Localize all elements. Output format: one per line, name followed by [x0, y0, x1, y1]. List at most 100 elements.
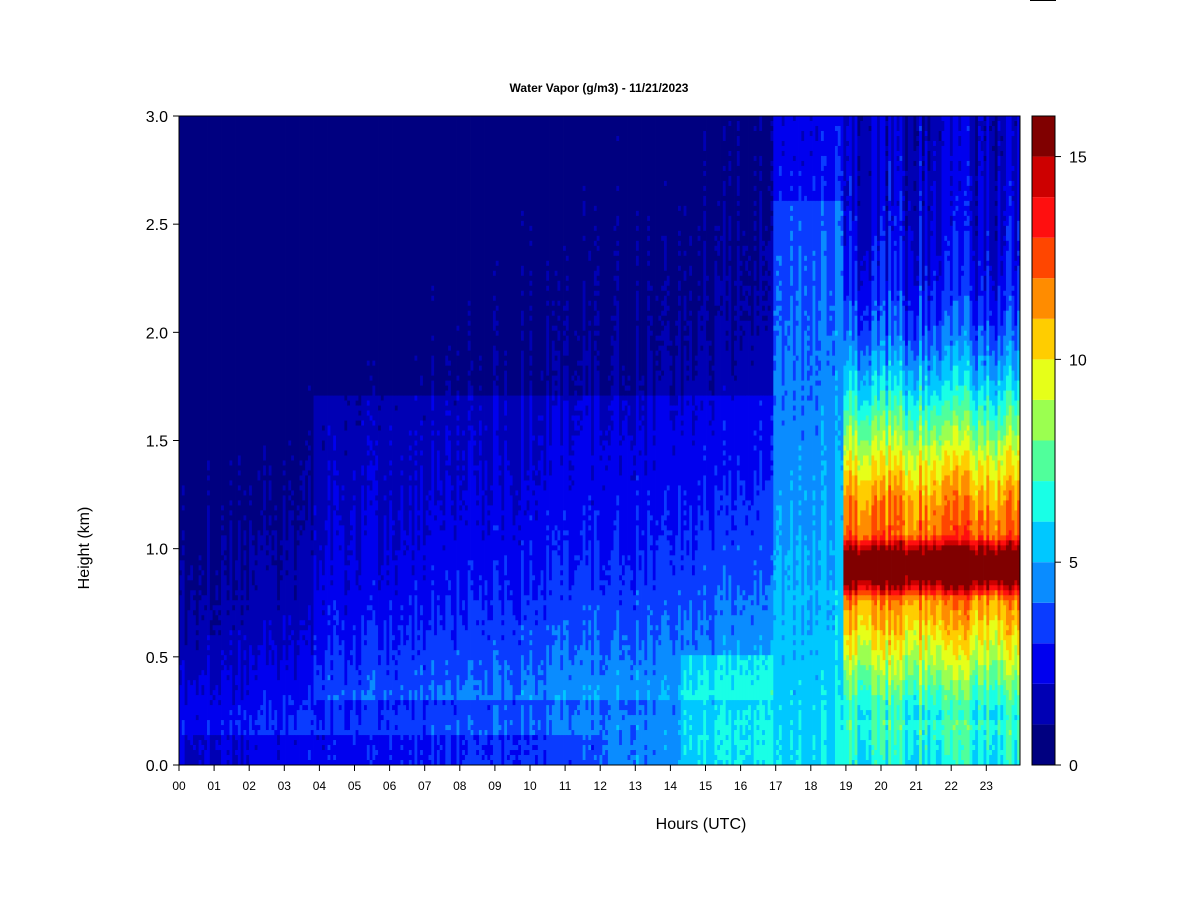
heatmap-cell: [663, 605, 668, 611]
heatmap-cell: [380, 700, 385, 711]
heatmap-cell: [820, 200, 825, 217]
heatmap-cell: [871, 665, 875, 696]
heatmap-cell: [498, 485, 502, 586]
heatmap-cell: [495, 565, 499, 571]
heatmap-cell: [801, 645, 805, 656]
heatmap-cell: [613, 295, 617, 307]
heatmap-cell: [406, 700, 410, 711]
heatmap-cell: [860, 465, 864, 481]
heatmap-cell: [770, 225, 774, 232]
heatmap-cell: [677, 725, 682, 731]
heatmap-cell: [753, 235, 757, 242]
heatmap-cell: [717, 735, 721, 746]
heatmap-cell: [649, 395, 654, 516]
heatmap-cell: [711, 395, 715, 401]
heatmap-cell: [369, 700, 373, 741]
heatmap-cell: [299, 620, 303, 626]
heatmap-cell: [652, 585, 656, 591]
heatmap-cell: [630, 480, 634, 571]
heatmap-cell: [871, 385, 875, 406]
heatmap-cell: [680, 630, 684, 636]
heatmap-cell: [748, 725, 752, 731]
heatmap-cell: [462, 475, 466, 481]
heatmap-cell: [790, 170, 794, 177]
heatmap-cell: [750, 505, 755, 531]
heatmap-cell: [647, 615, 651, 681]
heatmap-cell: [330, 655, 334, 661]
heatmap-cell: [748, 655, 752, 661]
heatmap-cell: [736, 470, 741, 546]
heatmap-cell: [302, 625, 306, 631]
heatmap-cell: [820, 485, 825, 491]
heatmap-cell: [795, 320, 799, 327]
heatmap-cell: [372, 365, 376, 386]
heatmap-cell: [686, 540, 690, 556]
heatmap-cell: [223, 560, 228, 566]
heatmap-cell: [464, 116, 469, 396]
heatmap-cell: [633, 455, 637, 466]
heatmap-cell: [392, 635, 396, 641]
heatmap-cell: [445, 680, 449, 701]
heatmap-cell: [714, 240, 718, 247]
heatmap-cell: [756, 310, 760, 317]
heatmap-cell: [834, 415, 839, 421]
heatmap-cell: [549, 715, 553, 721]
heatmap-cell: [350, 525, 354, 531]
heatmap-cell: [319, 116, 323, 396]
heatmap-cell: [585, 365, 589, 396]
heatmap-cell: [871, 405, 875, 421]
heatmap-cell: [293, 570, 298, 576]
heatmap-cell: [846, 540, 850, 551]
heatmap-cell: [759, 545, 763, 551]
heatmap-cell: [680, 435, 684, 551]
heatmap-cell: [893, 495, 898, 536]
heatmap-cell: [762, 660, 766, 666]
heatmap-cell: [386, 585, 390, 666]
heatmap-cell: [770, 575, 774, 641]
heatmap-cell: [277, 745, 281, 751]
heatmap-cell: [537, 116, 542, 396]
heatmap-cell: [240, 605, 244, 616]
heatmap-cell: [333, 505, 337, 511]
heatmap-cell: [535, 755, 539, 766]
heatmap-cell: [445, 365, 449, 381]
heatmap-cell: [473, 475, 477, 601]
heatmap-cell: [400, 620, 404, 626]
heatmap-cell: [792, 625, 797, 636]
heatmap-cell: [448, 116, 452, 347]
heatmap-cell: [422, 560, 427, 566]
heatmap-cell: [843, 535, 847, 541]
heatmap-cell: [863, 590, 867, 596]
heatmap-cell: [801, 140, 805, 162]
heatmap-cell: [610, 410, 614, 416]
heatmap-cell: [243, 635, 247, 641]
heatmap-cell: [307, 390, 312, 431]
heatmap-cell: [478, 385, 483, 391]
heatmap-cell: [596, 235, 600, 242]
heatmap-cell: [366, 450, 371, 456]
heatmap-cell: [190, 685, 194, 746]
heatmap-cell: [652, 395, 656, 431]
heatmap-cell: [700, 735, 704, 741]
heatmap-cell: [776, 510, 780, 521]
heatmap-cell: [834, 615, 839, 636]
heatmap-cell: [753, 445, 757, 451]
heatmap-cell: [187, 610, 191, 681]
heatmap-cell: [364, 525, 368, 531]
heatmap-cell: [551, 735, 556, 766]
heatmap-cell: [868, 745, 872, 766]
heatmap-cell: [877, 345, 881, 376]
heatmap-cell: [571, 715, 575, 731]
heatmap-cell: [378, 650, 382, 656]
heatmap-cell: [792, 160, 797, 202]
heatmap-cell: [577, 335, 581, 342]
heatmap-cell: [201, 695, 205, 736]
heatmap-cell: [756, 720, 760, 726]
heatmap-cell: [330, 675, 334, 681]
heatmap-cell: [610, 415, 614, 421]
heatmap-cell: [305, 700, 309, 706]
heatmap-cell: [464, 680, 469, 701]
heatmap-cell: [790, 210, 794, 217]
heatmap-cell: [806, 630, 811, 636]
heatmap-cell: [641, 116, 645, 376]
